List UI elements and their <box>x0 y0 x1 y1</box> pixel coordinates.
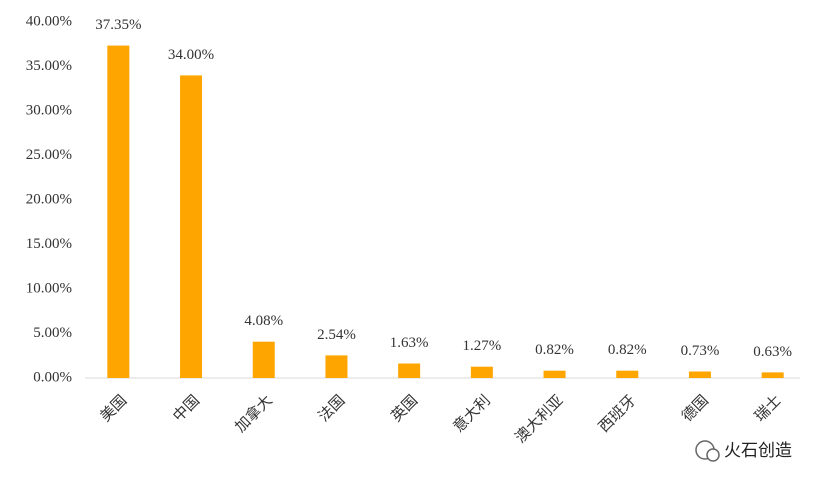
x-tick-label: 英国 <box>387 391 421 425</box>
y-tick-label: 5.00% <box>33 325 72 341</box>
y-tick-label: 20.00% <box>26 191 72 207</box>
value-label: 4.08% <box>244 313 283 329</box>
bar <box>398 363 421 378</box>
value-label: 0.73% <box>681 343 720 359</box>
bar <box>543 370 566 378</box>
value-label: 1.27% <box>462 338 501 354</box>
x-tick-label: 西班牙 <box>595 391 640 436</box>
x-tick-label: 加拿大 <box>231 391 276 436</box>
bar <box>616 370 639 378</box>
x-tick-label: 德国 <box>678 391 712 425</box>
bar <box>761 372 784 378</box>
bar <box>180 75 203 379</box>
value-label: 34.00% <box>168 47 214 63</box>
y-tick-label: 35.00% <box>26 58 72 74</box>
watermark: 火石创造 <box>724 441 792 461</box>
x-tick-label: 中国 <box>169 391 203 425</box>
value-label: 0.82% <box>608 342 647 358</box>
y-tick-label: 40.00% <box>26 13 72 29</box>
value-label: 1.63% <box>390 335 429 351</box>
value-label: 0.82% <box>535 342 574 358</box>
x-tick-label: 澳大利亚 <box>511 391 566 446</box>
x-tick-label: 美国 <box>96 391 130 425</box>
x-tick-label: 法国 <box>315 391 349 425</box>
bar <box>470 366 493 378</box>
bar <box>252 341 275 378</box>
watermark-icon <box>695 440 720 462</box>
bar <box>325 355 348 378</box>
y-tick-label: 10.00% <box>26 280 72 296</box>
bar <box>107 45 130 379</box>
x-tick-label: 瑞士 <box>751 391 785 425</box>
value-label: 0.63% <box>753 344 792 360</box>
value-label: 2.54% <box>317 327 356 343</box>
value-label: 37.35% <box>95 17 141 33</box>
x-tick-label: 意大利 <box>449 391 494 436</box>
y-tick-label: 30.00% <box>26 102 72 118</box>
bar <box>688 371 711 378</box>
y-tick-label: 25.00% <box>26 147 72 163</box>
y-tick-label: 0.00% <box>33 369 72 385</box>
y-tick-label: 15.00% <box>26 236 72 252</box>
